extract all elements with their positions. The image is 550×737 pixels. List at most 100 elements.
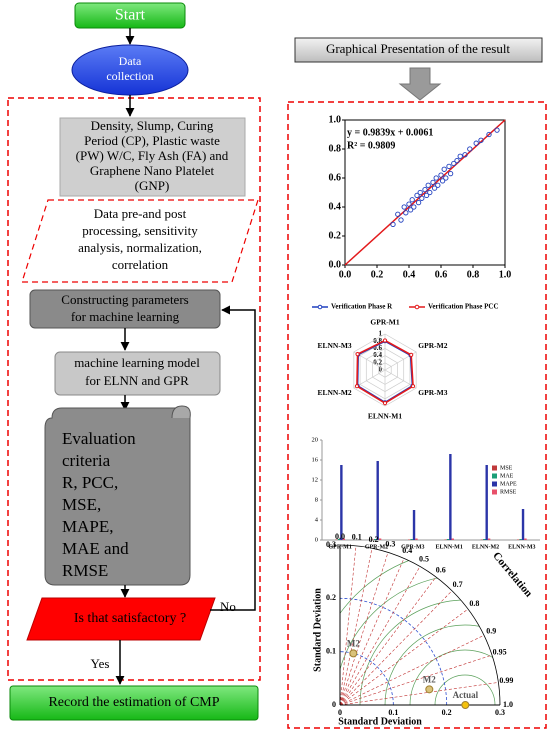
y-tick-label: 8 [315, 496, 318, 503]
legend-label: Verification Phase PCC [428, 303, 499, 311]
taylor-point-label: M2 [423, 674, 436, 684]
corr-tick-label: 0.0 [335, 532, 345, 541]
inputs-text: (GNP) [135, 178, 170, 193]
bar [371, 539, 375, 540]
legend-swatch [492, 473, 497, 479]
evaluation-text: MAE and [62, 539, 129, 558]
corr-ray [339, 634, 485, 706]
bar [378, 538, 382, 540]
record-box [9, 685, 259, 721]
scatter-point [438, 172, 444, 178]
corr-tick-label: 0.95 [493, 647, 507, 656]
bar [451, 538, 454, 540]
corr-tick-label: 0.5 [419, 554, 429, 563]
evaluation-text: R, PCC, [62, 473, 118, 492]
radar-point [409, 352, 414, 357]
scatter-point [462, 152, 468, 158]
bar [524, 538, 527, 540]
inputs-text: (PW) W/C, Fly Ash (FA) and [76, 148, 229, 163]
corr-tick-label: 0.9 [486, 627, 496, 636]
taylor-point [425, 685, 434, 694]
evaluation-scroll [44, 407, 191, 586]
preprocessing-text: processing, sensitivity [82, 223, 198, 238]
model-text: machine learning model [74, 355, 200, 370]
x-tick-label: 0.6 [435, 269, 448, 280]
x-tick-label: GPR-M2 [365, 544, 388, 550]
bar [485, 465, 488, 540]
scatter-point [417, 189, 423, 196]
sd-tick-label-y: 0.2 [326, 593, 336, 602]
legend-marker [414, 304, 420, 310]
sd-tick-label-x: 0.1 [388, 708, 398, 717]
scatter-point [430, 179, 436, 186]
down-arrow [398, 67, 442, 101]
legend-label: MAE [500, 473, 514, 479]
bar [337, 539, 341, 540]
corr-ray [339, 576, 437, 706]
sd-arc [339, 651, 394, 706]
radar-tick-label: 0.4 [373, 351, 382, 359]
legend-label: MAPE [500, 481, 517, 487]
sd-arc [339, 597, 448, 706]
record-text: Record the estimation of CMP [48, 695, 219, 710]
y-tick-label: 0.0 [329, 259, 342, 270]
bar [374, 539, 377, 540]
evaluation-text: MSE, [62, 495, 101, 514]
corr-ray [339, 608, 469, 706]
scatter-point [398, 217, 404, 223]
radar-tick-label: 1 [379, 330, 383, 338]
left-frame [7, 97, 261, 681]
scatter-point [401, 204, 407, 210]
radar-point [382, 338, 388, 343]
bar [483, 539, 486, 540]
x-tick-label: 1.0 [499, 269, 512, 280]
scatter-point [494, 127, 500, 133]
rms-arc [409, 649, 500, 705]
taylor-point-label: Actual [453, 690, 479, 700]
scatter-point [473, 140, 479, 146]
taylor-point-label: M2 [347, 638, 360, 648]
corr-tick-label: 0.99 [499, 676, 513, 685]
result-title-box [294, 37, 543, 63]
corr-ray [339, 558, 405, 706]
y-tick-label: 0 [315, 536, 318, 543]
radar-point [382, 401, 388, 406]
radar-axis-label: GPR-M3 [418, 388, 447, 397]
sd-arc [339, 544, 501, 706]
legend-label: Verification Phase R [331, 303, 393, 311]
sd-tick-label-y: 0.1 [326, 646, 336, 655]
constructing-text: Constructing parameters [61, 292, 188, 307]
scatter-point [409, 197, 415, 203]
scatter-point [411, 204, 417, 210]
radar-point [354, 384, 360, 389]
corr-ray [339, 654, 493, 706]
bar [410, 539, 413, 540]
y-tick-label: 1.0 [329, 114, 342, 125]
legend-swatch [492, 489, 497, 495]
radar-tick-label: 0.2 [373, 358, 382, 366]
y-tick-label: 16 [312, 456, 319, 463]
y-tick-label: 12 [312, 476, 319, 483]
corr-tick-label: 0.2 [369, 535, 379, 544]
equation: y = 0.9839x + 0.0061 [347, 127, 433, 138]
bar [449, 454, 452, 540]
y-tick-label: 0.2 [329, 230, 342, 241]
x-tick-label: ELNN-M2 [472, 544, 499, 550]
model-box [54, 351, 221, 396]
bar [415, 538, 418, 540]
rms-arc [384, 624, 500, 705]
sd-tick-label-y: 0.3 [326, 540, 336, 549]
y-tick-label: 20 [312, 436, 319, 443]
corr-ray [339, 545, 357, 706]
scatter-point [486, 131, 492, 138]
scatter-point [425, 182, 431, 188]
corr-ray [339, 548, 373, 706]
scatter-point [433, 175, 439, 181]
inputs-text: Period (CP), Plastic waste [84, 133, 220, 148]
bar [444, 539, 447, 540]
right-frame [287, 101, 547, 729]
inputs-text: Density, Slump, Curing [91, 118, 214, 133]
scatter-point [451, 160, 457, 167]
